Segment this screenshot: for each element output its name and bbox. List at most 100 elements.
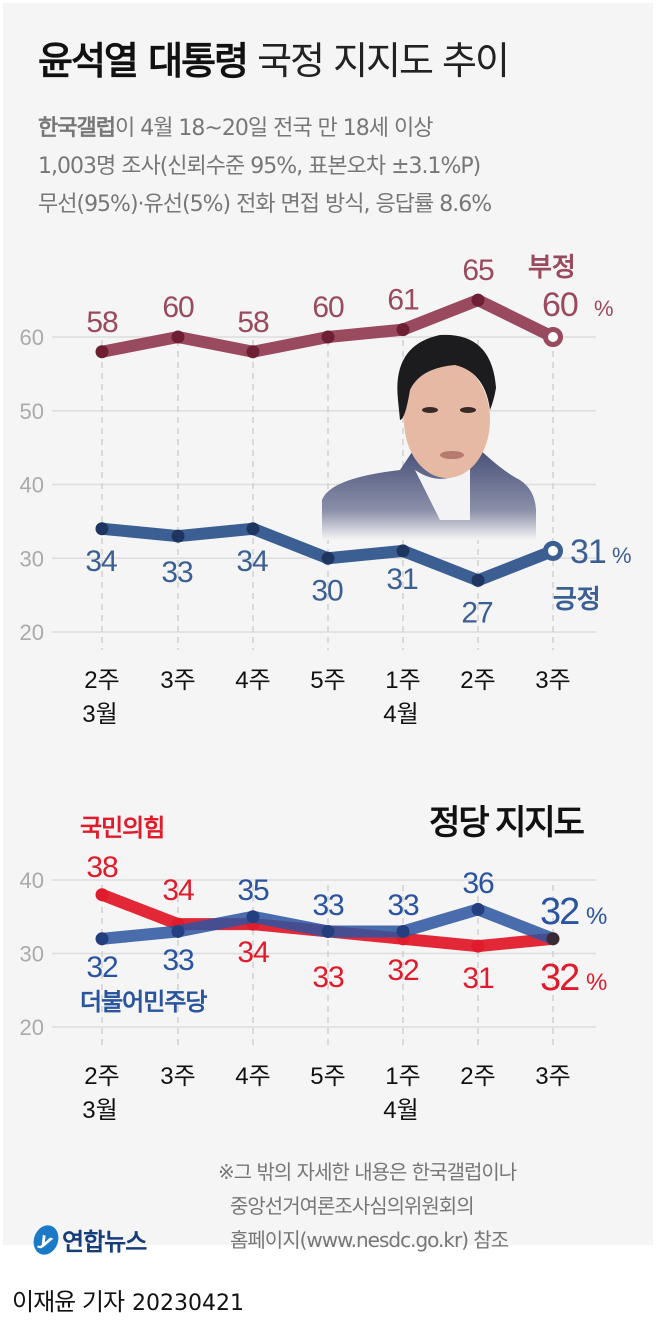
dpk-value-label: 35 xyxy=(237,874,269,907)
x-month-label: 3월 xyxy=(82,1097,117,1124)
footer-note-line-3: 홈페이지(www.nesdc.go.kr) 참조 xyxy=(230,1228,509,1252)
x-tick-label: 3주 xyxy=(535,667,570,694)
y-tick-label: 30 xyxy=(20,942,44,967)
ppp-value-label: 33 xyxy=(312,961,344,994)
yonhap-logo-icon: y xyxy=(29,1221,63,1258)
data-point xyxy=(95,888,109,902)
publish-date: 20230421 xyxy=(132,1291,245,1316)
negative-percent-sign: % xyxy=(594,296,614,321)
positive-last-point xyxy=(543,540,563,561)
dpk-value-label: 33 xyxy=(387,889,419,922)
dpk-percent-sign: % xyxy=(586,903,607,930)
y-tick-label: 20 xyxy=(20,620,44,645)
footer-note-line-1: ※그 밖의 자세한 내용은 한국갤럽이나 xyxy=(218,1160,517,1184)
data-point xyxy=(246,522,260,536)
negative-value-label: 58 xyxy=(86,306,118,339)
data-point xyxy=(95,522,109,536)
x-month-label: 3월 xyxy=(82,701,117,728)
dpk-value-label: 36 xyxy=(462,867,494,900)
yonhap-logo: y 연합뉴스 xyxy=(29,1221,147,1258)
negative-value-label: 60 xyxy=(162,291,194,324)
x-tick-label: 4주 xyxy=(235,1063,270,1090)
dpk-last-value: 32 xyxy=(540,891,579,933)
positive-value-label: 33 xyxy=(161,556,193,589)
x-tick-label: 1주 xyxy=(385,667,420,694)
x-tick-label: 2주 xyxy=(460,1063,495,1090)
negative-value-label: 61 xyxy=(387,284,419,317)
x-tick-label: 3주 xyxy=(160,1063,195,1090)
dpk-value-label: 33 xyxy=(312,889,344,922)
ppp-percent-sign: % xyxy=(586,969,607,996)
positive-value-label: 27 xyxy=(461,596,493,629)
data-point xyxy=(171,924,185,938)
y-tick-label: 50 xyxy=(20,399,44,424)
positive-value-label: 34 xyxy=(85,545,117,578)
x-tick-label: 2주 xyxy=(460,667,495,694)
positive-value-label: 31 xyxy=(386,563,418,596)
data-point xyxy=(471,293,485,307)
ppp-value-label: 34 xyxy=(237,936,269,969)
credit-line: 이재윤 기자 20230421 xyxy=(12,1290,244,1315)
x-tick-label: 5주 xyxy=(310,667,345,694)
x-tick-label: 2주 xyxy=(84,1063,119,1090)
dpk-value-label: 33 xyxy=(162,944,194,977)
photo-eye xyxy=(422,407,438,413)
subtitle-line-1: 한국갤럽이 4월 18~20일 전국 만 18세 이상 xyxy=(38,116,434,141)
data-point xyxy=(171,529,185,543)
data-point xyxy=(321,551,335,565)
positive-legend-label: 긍정 xyxy=(553,584,601,614)
photo-mouth xyxy=(440,451,464,459)
y-tick-label: 40 xyxy=(20,473,44,498)
y-tick-label: 20 xyxy=(20,1015,44,1040)
ppp-value-label: 32 xyxy=(387,954,419,987)
data-point xyxy=(321,330,335,344)
negative-legend-label: 부정 xyxy=(528,252,576,282)
data-point xyxy=(396,924,410,938)
negative-last-value: 60 xyxy=(542,286,578,324)
title-light: 국정 지지도 추이 xyxy=(257,39,510,83)
photo-eye xyxy=(460,407,476,413)
ppp-last-value: 32 xyxy=(540,957,579,999)
ppp-value-label: 38 xyxy=(86,851,118,884)
positive-value-label: 30 xyxy=(311,574,343,607)
overlap-last-point xyxy=(546,932,560,946)
data-point xyxy=(471,902,485,916)
data-point xyxy=(246,345,260,359)
data-point xyxy=(171,330,185,344)
negative-value-label: 58 xyxy=(237,306,269,339)
data-point xyxy=(95,932,109,946)
x-tick-label: 5주 xyxy=(310,1063,345,1090)
x-month-label: 4월 xyxy=(383,701,418,728)
data-point xyxy=(471,573,485,587)
x-tick-label: 3주 xyxy=(535,1063,570,1090)
positive-percent-sign: % xyxy=(612,543,632,568)
data-point xyxy=(95,345,109,359)
reporter-name: 이재윤 기자 xyxy=(12,1288,125,1316)
ppp-legend-label: 국민의힘 xyxy=(80,815,164,842)
photo-shirt xyxy=(415,465,470,520)
y-tick-label: 30 xyxy=(20,546,44,571)
data-point xyxy=(396,323,410,337)
page-title: 윤석열 대통령 국정 지지도 추이 xyxy=(38,39,510,83)
negative-value-label: 65 xyxy=(462,254,494,287)
positive-last-value: 31 xyxy=(570,533,606,571)
y-tick-label: 40 xyxy=(20,868,44,893)
x-tick-label: 4주 xyxy=(235,667,270,694)
ppp-value-label: 31 xyxy=(462,962,494,995)
dpk-legend-label: 더불어민주당 xyxy=(80,989,207,1016)
negative-last-point xyxy=(543,327,563,347)
y-tick-label: 60 xyxy=(20,325,44,350)
yonhap-logo-text: 연합뉴스 xyxy=(62,1228,147,1256)
photo-face xyxy=(404,362,490,478)
title-bold: 윤석열 대통령 xyxy=(38,39,249,83)
infographic-panel xyxy=(3,3,653,1245)
pollster-name: 한국갤럽 xyxy=(38,116,116,141)
dpk-value-label: 32 xyxy=(86,951,118,984)
data-point xyxy=(396,544,410,558)
x-tick-label: 3주 xyxy=(160,667,195,694)
data-point xyxy=(471,939,485,953)
negative-value-label: 60 xyxy=(312,291,344,324)
positive-value-label: 34 xyxy=(236,545,268,578)
ppp-value-label: 34 xyxy=(162,874,194,907)
